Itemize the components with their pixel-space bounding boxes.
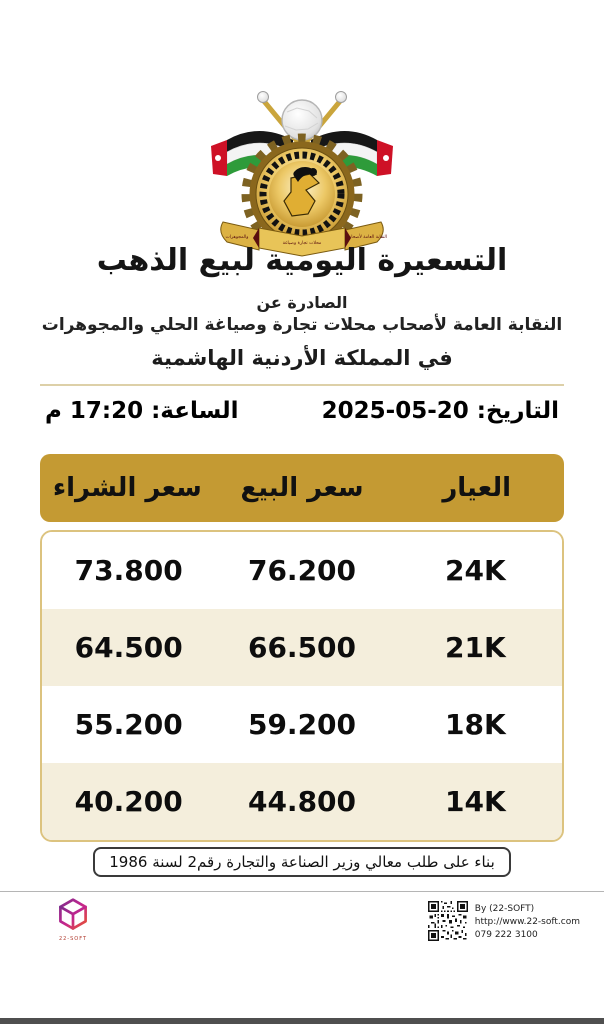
- qr-code-icon: [427, 901, 468, 941]
- credit-website: http://www.22-soft.com: [474, 917, 580, 927]
- syndicate-emblem: النقابة العامة لأصحاب محلات تجارة وصياغة…: [197, 82, 407, 257]
- cube-logo-icon: [59, 898, 87, 930]
- sell-price-column-header: سعر البيع: [240, 473, 364, 503]
- pearl-sphere-icon: [281, 99, 323, 141]
- sell-price-cell: 59.200: [247, 708, 357, 741]
- sell-price-cell: 44.800: [247, 785, 357, 818]
- banner-text-center: محلات تجارة وصياغة: [283, 241, 322, 246]
- issued-by-label: الصادرة عن: [256, 293, 348, 312]
- date-label: التاريخ: 20-05-2025: [321, 398, 559, 424]
- meander-band-icon: [259, 151, 345, 237]
- karat-cell: 14K: [445, 785, 506, 818]
- table-body: 24K 76.200 73.800 21K 66.500 64.500 18K …: [40, 530, 564, 842]
- country-line: في المملكة الأردنية الهاشمية: [151, 346, 453, 370]
- page-title: التسعيرة اليومية لبيع الذهب: [96, 243, 508, 278]
- table-row-14k: 14K 44.800 40.200: [42, 763, 562, 840]
- credit-by: By (22-SOFT): [474, 904, 535, 914]
- karat-cell: 18K: [445, 708, 506, 741]
- banner-text-left: والمجوهرات: [226, 235, 249, 240]
- buy-price-cell: 55.200: [74, 708, 183, 741]
- sell-price-cell: 66.500: [247, 631, 357, 664]
- decree-note-wrap: بناء على طلب معالي وزير الصناعة والتجارة…: [0, 847, 604, 877]
- section-divider: [40, 384, 564, 386]
- decree-note: بناء على طلب معالي وزير الصناعة والتجارة…: [93, 847, 511, 877]
- table-header-row: العيار سعر البيع سعر الشراء: [40, 454, 564, 522]
- buy-price-column-header: سعر الشراء: [52, 473, 202, 503]
- footer-divider: [0, 891, 604, 892]
- bottom-bar: [0, 1018, 604, 1024]
- gold-price-table: العيار سعر البيع سعر الشراء 24K 76.200 7…: [40, 454, 564, 842]
- time-label: الساعة: 17:20 م: [45, 398, 239, 424]
- vendor-logo: 22-SOFT: [52, 897, 94, 942]
- karat-cell: 24K: [445, 554, 506, 587]
- sell-price-cell: 76.200: [247, 554, 357, 587]
- credit-phone: 079 222 3100: [474, 930, 538, 940]
- syndicate-name: النقابة العامة لأصحاب محلات تجارة وصياغة…: [41, 315, 563, 335]
- table-row-21k: 21K 66.500 64.500: [42, 609, 562, 686]
- syndicate-emblem-graphic: النقابة العامة لأصحاب محلات تجارة وصياغة…: [211, 91, 393, 257]
- buy-price-cell: 73.800: [74, 554, 183, 587]
- table-row-18k: 18K 59.200 55.200: [42, 686, 562, 763]
- buy-price-cell: 40.200: [74, 785, 183, 818]
- credit-text: By (22-SOFT) http://www.22-soft.com 079 …: [475, 901, 580, 942]
- vendor-logo-text: 22-SOFT: [58, 936, 88, 942]
- table-row-24k: 24K 76.200 73.800: [42, 532, 562, 609]
- banner-text-right: النقابة العامة لأصحاب: [347, 233, 387, 240]
- date-time-row: التاريخ: 20-05-2025 الساعة: 17:20 م: [45, 398, 559, 424]
- jordan-map-icon: [283, 166, 320, 217]
- buy-price-cell: 64.500: [74, 631, 183, 664]
- karat-column-header: العيار: [442, 473, 512, 503]
- banner-ribbon-icon: النقابة العامة لأصحاب محلات تجارة وصياغة…: [220, 221, 387, 257]
- credits-block: By (22-SOFT) http://www.22-soft.com 079 …: [427, 901, 580, 942]
- karat-cell: 21K: [445, 631, 506, 664]
